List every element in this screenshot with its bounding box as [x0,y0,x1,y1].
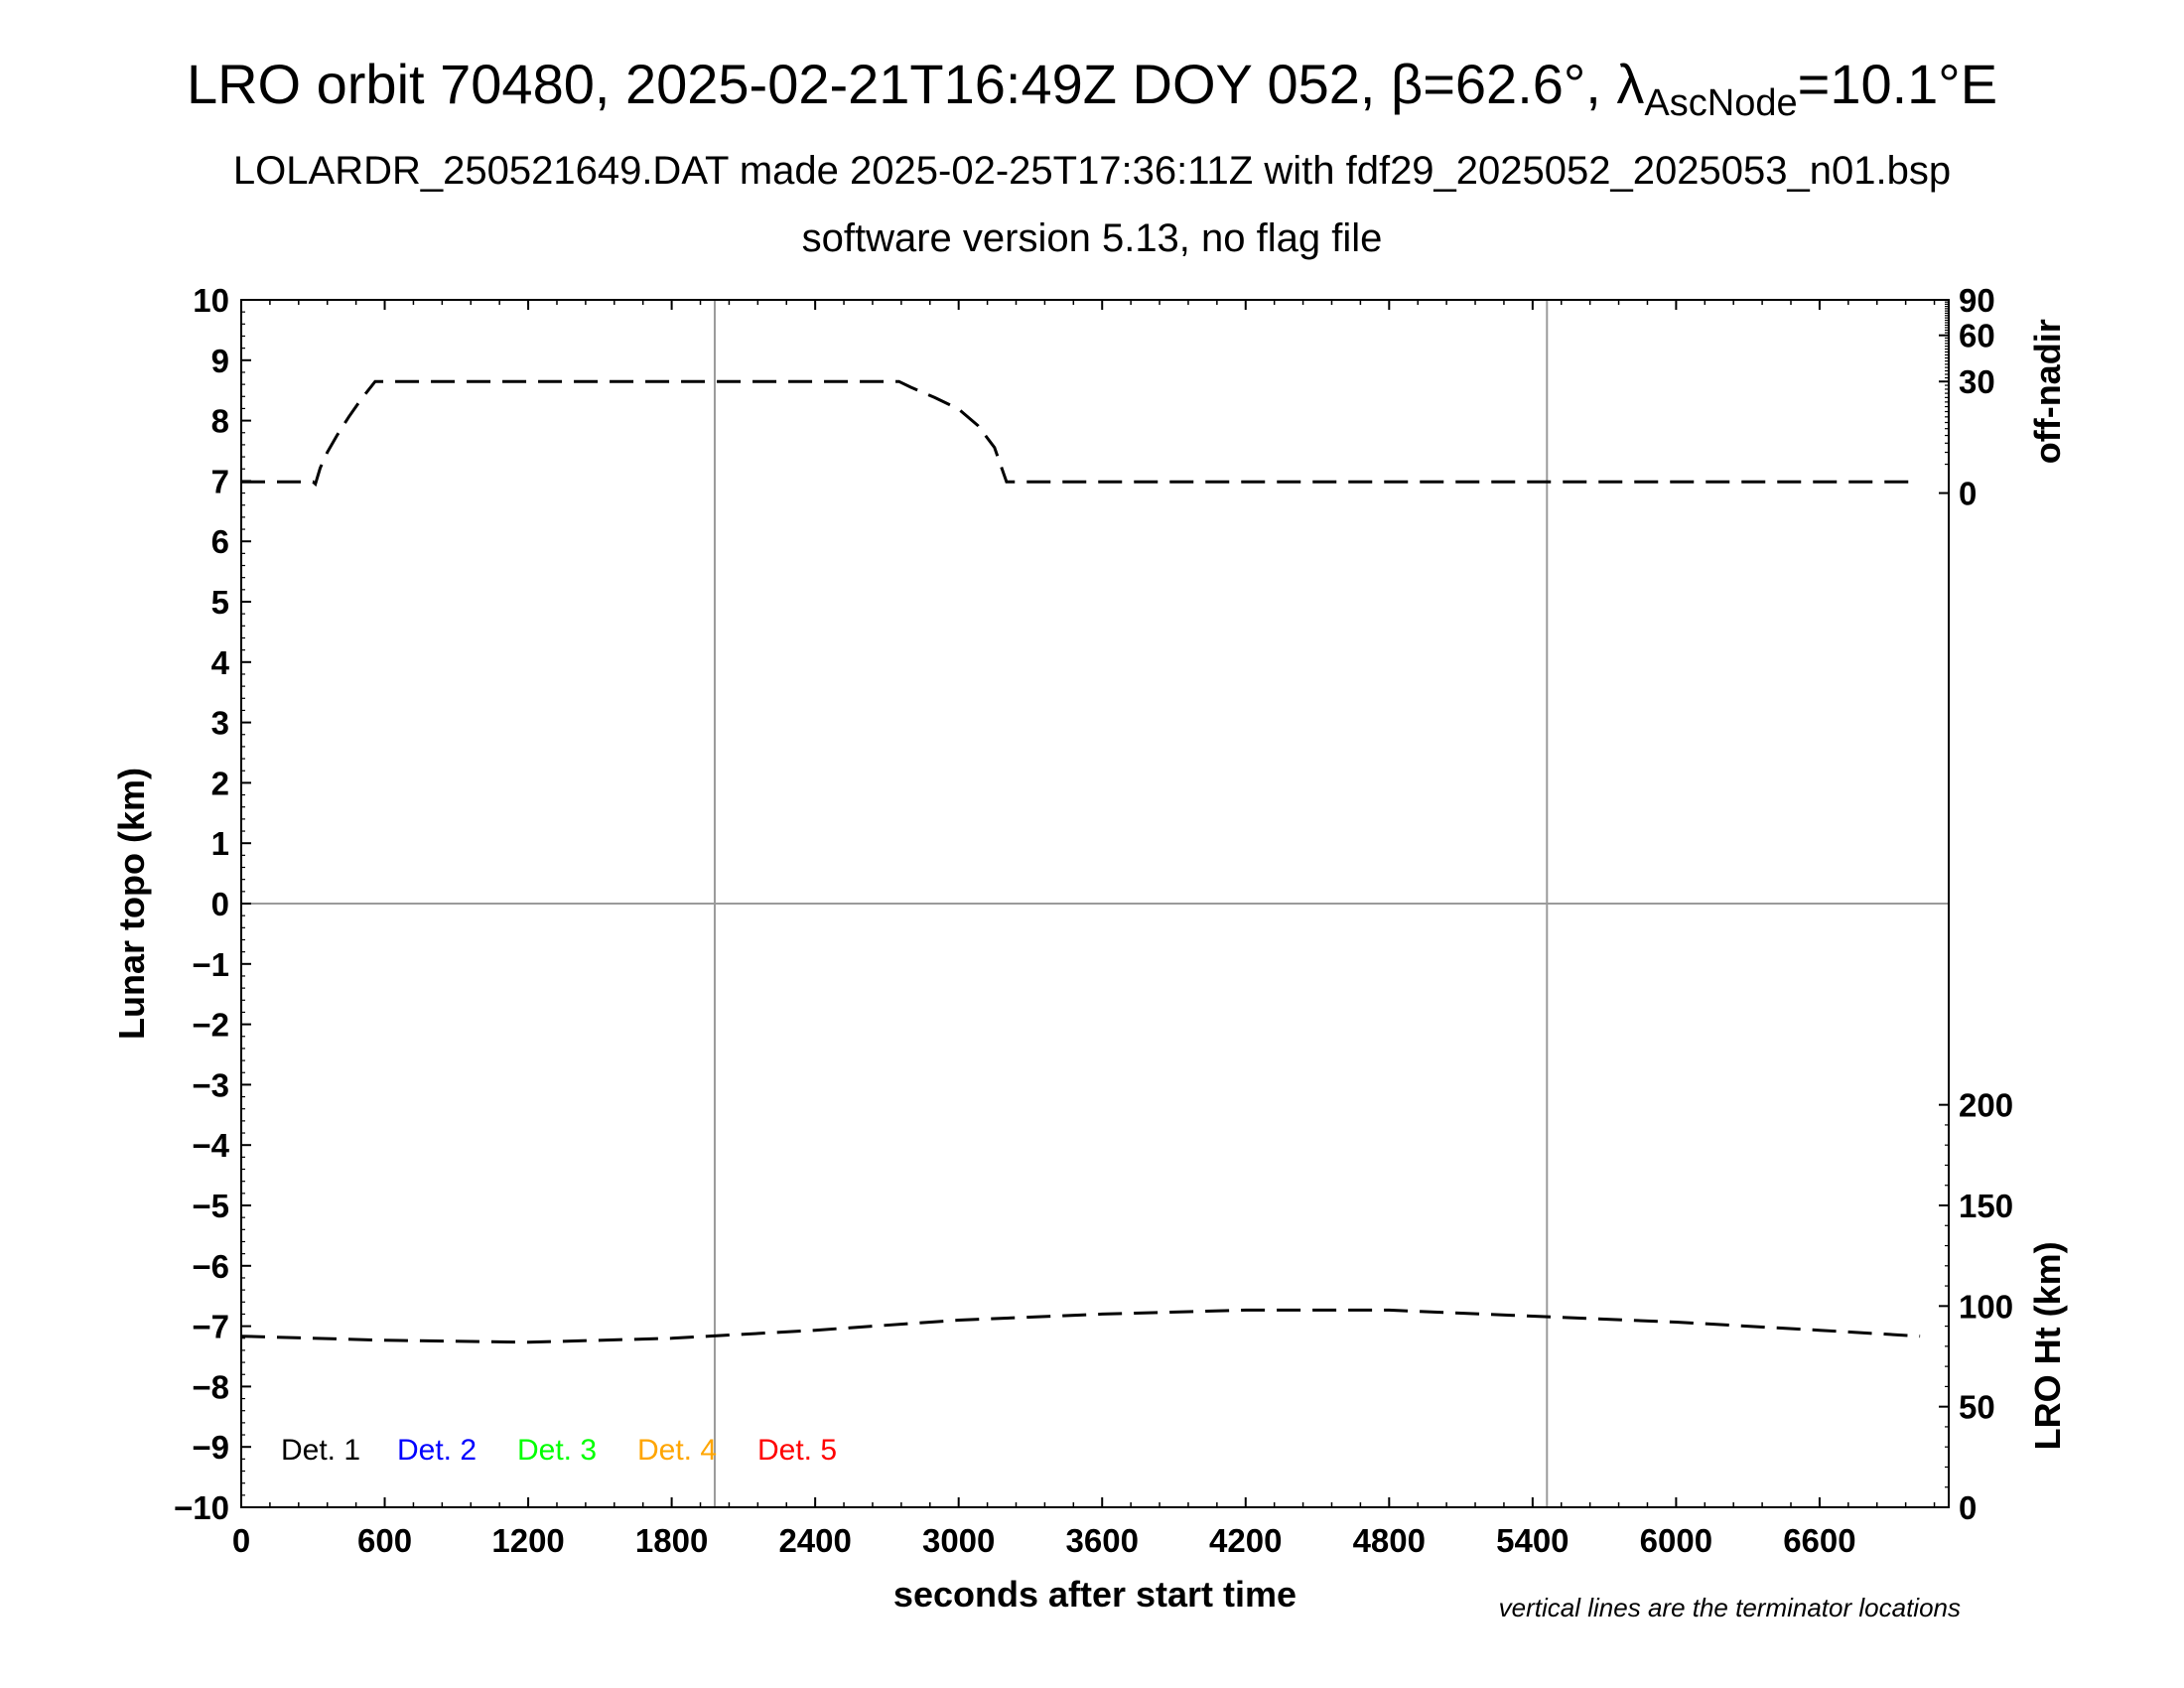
y-tick-label-17: 7 [211,463,229,499]
legend: Det. 1 Det. 2 Det. 3 Det. 4 Det. 5 [281,1434,837,1467]
y-tick-label-2: −8 [192,1368,229,1405]
height-tick-label-4: 200 [1959,1087,2013,1124]
plot-frame [240,299,1950,1508]
x-tick-label-7: 4200 [1209,1522,1282,1559]
y-tick-label-5: −5 [192,1188,229,1224]
chart-title-main: LRO orbit 70480, 2025-02-21T16:49Z DOY 0… [186,53,1645,115]
y-tick-label-19: 9 [211,343,229,379]
chart-title: LRO orbit 70480, 2025-02-21T16:49Z DOY 0… [0,52,2184,122]
height-tick-label-2: 100 [1959,1288,2013,1325]
y-tick-label-15: 5 [211,584,229,621]
off-nadir-tick-label-1: 30 [1959,363,1995,400]
y-tick-label-11: 1 [211,825,229,862]
x-tick-label-0: 0 [232,1522,250,1559]
x-tick-label-9: 5400 [1496,1522,1569,1559]
y-tick-label-7: −3 [192,1066,229,1103]
chart-title-subscript: AscNode [1644,82,1798,124]
off-nadir-line [241,379,1921,488]
y-tick-label-0: −10 [174,1489,229,1526]
y-tick-label-20: 10 [193,282,229,319]
y-axis-label-lro-height: LRO Ht (km) [2027,1241,2068,1450]
off-nadir-tick-label-2: 60 [1959,318,1995,354]
legend-entry-1: Det. 1 [281,1434,360,1467]
y-tick-label-12: 2 [211,765,229,801]
y-tick-label-4: −6 [192,1248,229,1285]
data-series [240,379,1921,1344]
x-axis-label: seconds after start time [893,1574,1297,1615]
terminator-note: vertical lines are the terminator locati… [1499,1593,1961,1622]
y-axis-label-off-nadir: off-nadir [2027,319,2068,464]
y-tick-label-9: −1 [192,946,229,983]
x-tick-label-10: 6000 [1640,1522,1712,1559]
y-tick-label-10: 0 [211,886,229,922]
x-tick-label-4: 2400 [778,1522,851,1559]
height-tick-label-0: 0 [1959,1489,1977,1526]
height-tick-label-1: 50 [1959,1389,1995,1426]
height-tick-label-3: 150 [1959,1188,2013,1224]
axis-ticks: 0 600 1200 1800 2400 3000 3600 4200 4800 5400 6000… [174,282,2013,1559]
y-tick-label-8: −2 [192,1007,229,1044]
off-nadir-tick-label-0: 0 [1959,476,1977,512]
x-tick-label-2: 1200 [491,1522,564,1559]
x-tick-label-6: 3600 [1066,1522,1139,1559]
y-tick-label-14: 4 [211,644,230,681]
y-axis-label-left: Lunar topo (km) [111,768,152,1040]
x-tick-label-5: 3000 [922,1522,995,1559]
off-nadir-tick-label-3: 90 [1959,282,1995,319]
y-tick-label-3: −7 [192,1309,229,1345]
chart-subtitle-version: software version 5.13, no flag file [801,216,1383,260]
x-tick-label-1: 600 [357,1522,412,1559]
y-tick-label-6: −4 [192,1127,229,1164]
legend-entry-5: Det. 5 [757,1434,837,1467]
y-tick-label-13: 3 [211,705,229,742]
chart-title-tail: =10.1°E [1797,53,1998,115]
x-tick-label-8: 4800 [1353,1522,1426,1559]
x-tick-label-11: 6600 [1783,1522,1855,1559]
legend-entry-2: Det. 2 [397,1434,477,1467]
legend-entry-3: Det. 3 [517,1434,597,1467]
y-tick-label-1: −9 [192,1429,229,1466]
y-tick-label-16: 6 [211,523,229,560]
chart-subtitle-file: LOLARDR_250521649.DAT made 2025-02-25T17… [232,149,1952,193]
legend-entry-4: Det. 4 [637,1434,717,1467]
y-tick-label-18: 8 [211,403,229,440]
x-tick-label-3: 1800 [635,1522,708,1559]
lro-height-line [240,1308,1921,1344]
guide-lines [241,300,1949,1507]
